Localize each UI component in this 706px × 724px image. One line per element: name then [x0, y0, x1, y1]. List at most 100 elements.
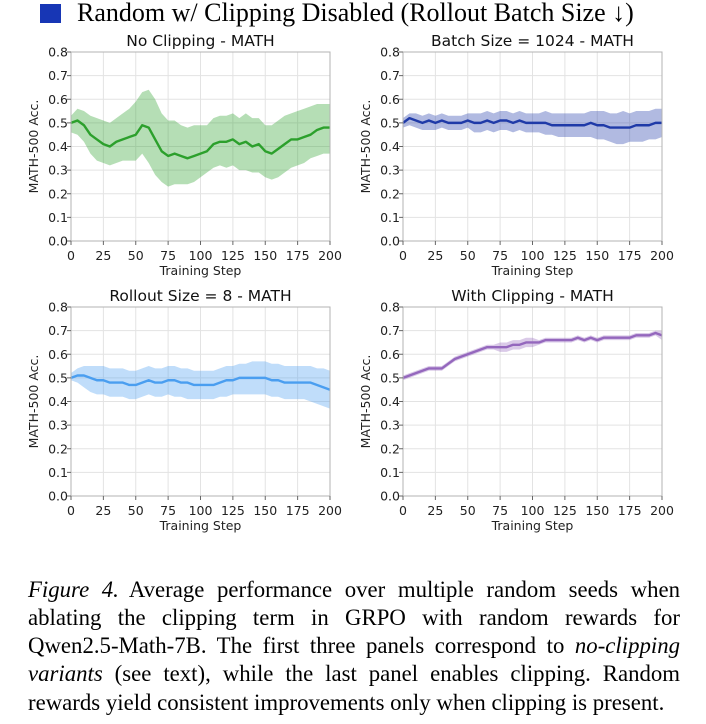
- caption-label: Figure 4.: [28, 576, 119, 602]
- y-tick-label: 0.6: [48, 347, 68, 362]
- legend-swatch: [40, 3, 61, 23]
- y-tick-label: 0.6: [380, 92, 400, 107]
- y-tick-label: 0.4: [380, 394, 400, 409]
- x-tick-label: 50: [128, 503, 144, 518]
- x-tick-label: 0: [67, 248, 75, 263]
- x-tick-label: 175: [286, 248, 310, 263]
- chart-title: With Clipping - MATH: [451, 287, 614, 305]
- y-tick-label: 0.6: [48, 92, 68, 107]
- y-axis-label: MATH-500 Acc.: [26, 355, 41, 449]
- chart-panel-2: 0.0 0.1 0.2 0.3 0.4 0.5 0.6 0.7 0.8 0 25 50 75 100 125…: [358, 32, 674, 278]
- series-line-1: [402, 116, 662, 129]
- x-tick-label: 25: [95, 248, 111, 263]
- x-tick-label: 125: [221, 503, 245, 518]
- x-axis-label: Training Step: [159, 263, 242, 278]
- x-tick-label: 200: [318, 503, 342, 518]
- y-tick-label: 0.7: [48, 323, 68, 338]
- x-tick-label: 25: [427, 503, 443, 518]
- y-axis-label: MATH-500 Acc.: [26, 100, 41, 194]
- x-tick-label: 25: [95, 503, 111, 518]
- figure-caption: Figure 4. Average performance over multip…: [28, 576, 680, 717]
- y-tick-label: 0.3: [380, 163, 400, 178]
- y-tick-label: 0.4: [48, 139, 68, 154]
- y-tick-label: 0.1: [48, 465, 68, 480]
- y-tick-label: 0.7: [48, 68, 68, 83]
- y-tick-label: 0.2: [380, 186, 400, 201]
- x-tick-label: 175: [286, 503, 310, 518]
- x-tick-label: 50: [460, 248, 476, 263]
- x-tick-label: 200: [650, 503, 674, 518]
- x-tick-label: 0: [399, 503, 407, 518]
- legend: Random w/ Clipping Disabled (Rollout Bat…: [40, 0, 634, 27]
- x-tick-label: 50: [128, 248, 144, 263]
- chart-title: Rollout Size = 8 - MATH: [109, 287, 291, 305]
- y-tick-label: 0.3: [48, 163, 68, 178]
- y-tick-label: 0.3: [380, 418, 400, 433]
- caption-text-1: Average performance over multiple random…: [28, 576, 680, 659]
- chart-panel-1: 0.0 0.1 0.2 0.3 0.4 0.5 0.6 0.7 0.8 0 25 50 75 100 125…: [26, 32, 342, 278]
- x-tick-label: 75: [492, 503, 508, 518]
- chart-panel-4: 0.0 0.1 0.2 0.3 0.4 0.5 0.6 0.7 0.8 0 25 50 75 100 125…: [358, 287, 674, 533]
- chart-title: No Clipping - MATH: [126, 32, 274, 50]
- series-line-1: [70, 119, 330, 160]
- x-tick-label: 100: [189, 248, 213, 263]
- x-tick-label: 200: [318, 248, 342, 263]
- x-tick-label: 175: [618, 248, 642, 263]
- y-tick-label: 0.1: [48, 210, 68, 225]
- x-tick-label: 100: [521, 503, 545, 518]
- confidence-band-1: [403, 108, 662, 145]
- x-tick-label: 75: [160, 248, 176, 263]
- confidence-band-1: [71, 89, 330, 187]
- x-tick-label: 0: [67, 503, 75, 518]
- x-tick-label: 200: [650, 248, 674, 263]
- x-tick-label: 75: [160, 503, 176, 518]
- y-tick-label: 0.8: [48, 45, 68, 60]
- chart-title: Batch Size = 1024 - MATH: [431, 32, 634, 50]
- y-tick-label: 0.1: [380, 210, 400, 225]
- x-tick-label: 125: [553, 503, 577, 518]
- x-tick-label: 75: [492, 248, 508, 263]
- y-tick-label: 0.0: [380, 234, 400, 249]
- x-tick-label: 150: [253, 248, 277, 263]
- chart-grid: 0.0 0.1 0.2 0.3 0.4 0.5 0.6 0.7 0.8 0 25 50 75 100 125…: [26, 32, 674, 533]
- y-tick-label: 0.6: [380, 347, 400, 362]
- y-tick-label: 0.5: [380, 115, 400, 130]
- y-tick-label: 0.8: [380, 45, 400, 60]
- y-tick-label: 0.0: [48, 489, 68, 504]
- y-tick-label: 0.4: [48, 394, 68, 409]
- x-tick-label: 50: [460, 503, 476, 518]
- y-tick-label: 0.2: [48, 441, 68, 456]
- x-tick-label: 150: [585, 248, 609, 263]
- chart-panel-3: 0.0 0.1 0.2 0.3 0.4 0.5 0.6 0.7 0.8 0 25 50 75 100 125…: [26, 287, 342, 533]
- y-tick-label: 0.0: [48, 234, 68, 249]
- x-tick-label: 100: [521, 248, 545, 263]
- y-tick-label: 0.8: [380, 300, 400, 315]
- y-tick-label: 0.8: [48, 300, 68, 315]
- y-tick-label: 0.5: [380, 370, 400, 385]
- x-axis-label: Training Step: [159, 518, 242, 533]
- x-tick-label: 0: [399, 248, 407, 263]
- y-tick-label: 0.5: [48, 370, 68, 385]
- series-line-1: [402, 331, 663, 380]
- y-tick-label: 0.4: [380, 139, 400, 154]
- x-axis-label: Training Step: [491, 263, 574, 278]
- y-tick-label: 0.0: [380, 489, 400, 504]
- x-tick-label: 125: [221, 248, 245, 263]
- y-tick-label: 0.5: [48, 115, 68, 130]
- y-tick-label: 0.3: [48, 418, 68, 433]
- x-tick-label: 150: [253, 503, 277, 518]
- y-axis-label: MATH-500 Acc.: [358, 355, 373, 449]
- y-tick-label: 0.7: [380, 323, 400, 338]
- y-tick-label: 0.2: [48, 186, 68, 201]
- caption-emphasis: no-clipping variants: [28, 633, 680, 687]
- x-tick-label: 150: [585, 503, 609, 518]
- x-tick-label: 100: [189, 503, 213, 518]
- x-tick-label: 175: [618, 503, 642, 518]
- y-tick-label: 0.7: [380, 68, 400, 83]
- series-line-1: [70, 374, 331, 391]
- caption-text-2: (see text), while the last panel enables…: [28, 661, 680, 715]
- legend-label: Random w/ Clipping Disabled (Rollout Bat…: [77, 0, 634, 27]
- y-axis-label: MATH-500 Acc.: [358, 100, 373, 194]
- x-tick-label: 125: [553, 248, 577, 263]
- y-tick-label: 0.2: [380, 441, 400, 456]
